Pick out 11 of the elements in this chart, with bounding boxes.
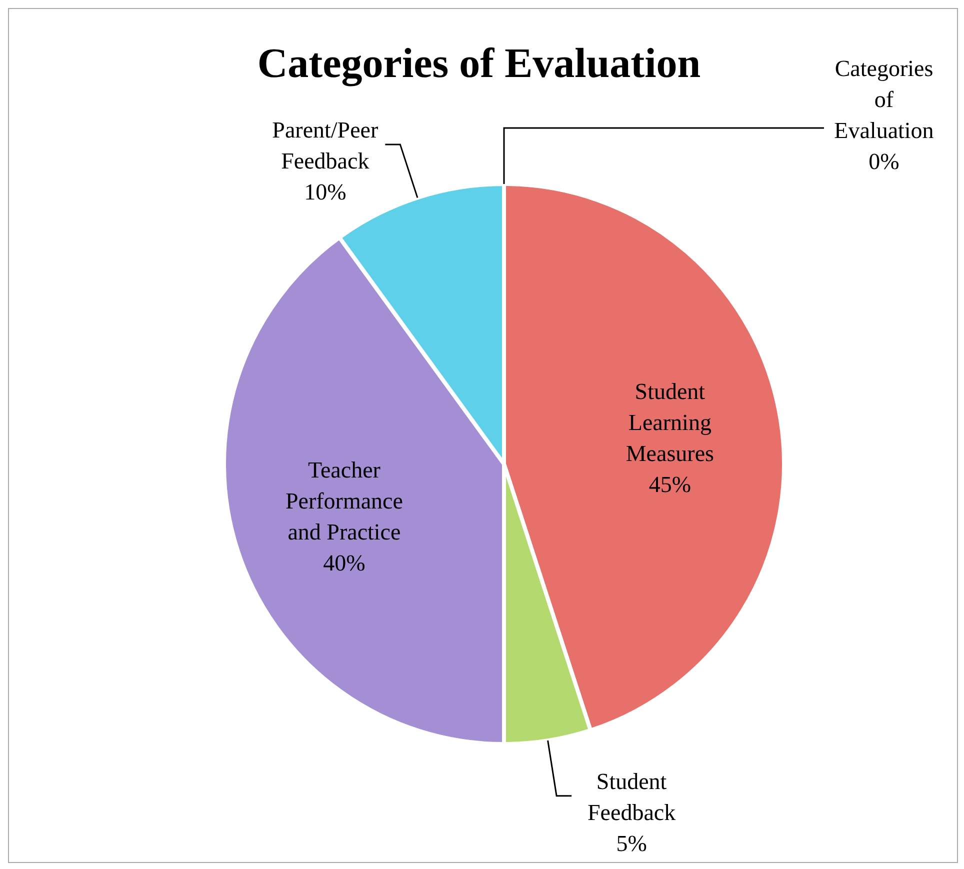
- text: 0%: [868, 148, 900, 174]
- slice-label: Student Learning Measures: [626, 378, 714, 466]
- category-label: Categories of Evaluation: [834, 56, 934, 142]
- chart-title: Categories of Evaluation: [257, 41, 701, 87]
- data-label: 5%: [616, 830, 647, 856]
- data-label: 45%: [648, 472, 692, 497]
- data-label: 10%: [304, 178, 346, 204]
- slice-label: Teacher Performance and Practice: [285, 456, 403, 544]
- slice-label: Student Feedback: [587, 768, 676, 824]
- data-label: 40%: [323, 550, 366, 575]
- slice-label: Parent/Peer Feedback: [272, 116, 379, 173]
